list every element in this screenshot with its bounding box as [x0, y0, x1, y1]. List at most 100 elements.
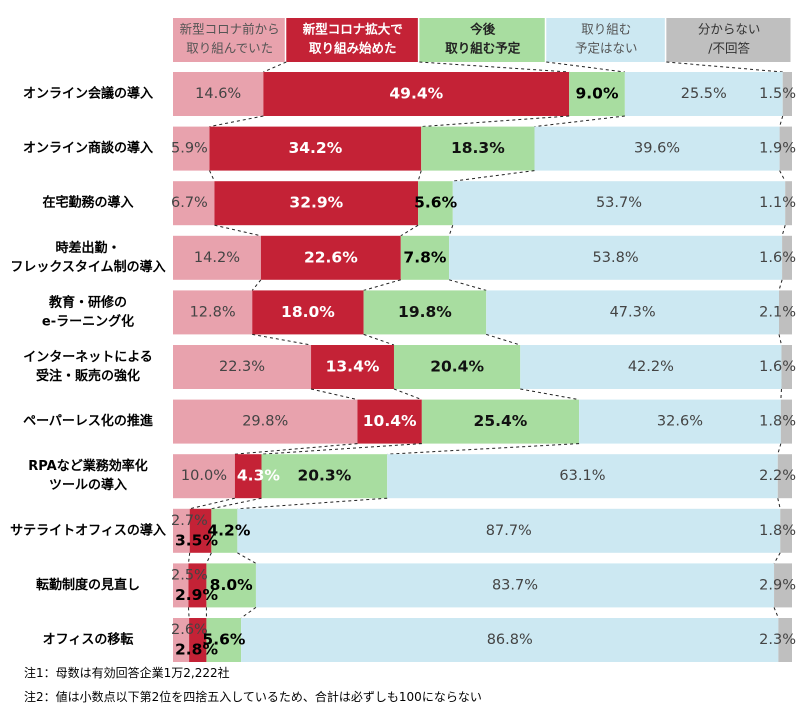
- value-label: 14.6%: [195, 86, 241, 102]
- bar-segment: [520, 345, 782, 389]
- bar-segment: [211, 508, 238, 553]
- bar-segment: [393, 345, 521, 389]
- value-label: 2.3%: [759, 632, 796, 648]
- legend-label-4: 分からない: [698, 22, 761, 37]
- value-label: 2.9%: [759, 577, 796, 593]
- connector-line: [777, 498, 781, 509]
- value-label: 47.3%: [610, 304, 656, 320]
- value-label: 1.8%: [759, 523, 796, 539]
- connector-line: [781, 225, 786, 236]
- value-label: 9.0%: [576, 85, 619, 103]
- category-label: e-ラーニング化: [42, 313, 134, 329]
- bar-segment: [173, 399, 358, 444]
- value-label: 5.6%: [202, 631, 245, 649]
- bar-segment: [173, 454, 235, 499]
- connector-line: [237, 552, 257, 564]
- legend-label-0: 取り組んでいた: [186, 41, 273, 56]
- bar-segment: [188, 563, 207, 608]
- bar-segment: [173, 181, 215, 226]
- legend-box-0: [173, 18, 285, 62]
- connector-line: [773, 552, 781, 564]
- connector-line: [779, 170, 786, 182]
- legend-box-2: [419, 18, 545, 62]
- bar-segment: [237, 508, 781, 553]
- value-label: 18.0%: [281, 303, 335, 321]
- category-label: 教育・研修の: [48, 294, 127, 310]
- legend-label-2: 今後: [469, 22, 496, 37]
- connector-line: [310, 388, 358, 401]
- value-label: 86.8%: [487, 632, 533, 648]
- bar-segment: [782, 72, 792, 116]
- bar-segment: [387, 454, 778, 499]
- bar-segment: [363, 290, 487, 335]
- connector-line: [237, 497, 388, 510]
- note-2: 注2：値は小数点以下第2位を四捨五入しているため、合計は必ずしも100にならない: [24, 690, 482, 704]
- bar-segment: [400, 235, 450, 280]
- connector-line: [486, 333, 521, 346]
- connector-line: [778, 279, 783, 291]
- category-label: 受注・販売の強化: [36, 368, 140, 384]
- connector-line: [251, 279, 262, 291]
- bar-segment: [785, 181, 792, 226]
- value-label: 25.5%: [681, 86, 727, 102]
- connector-line: [779, 115, 784, 127]
- value-label: 25.4%: [474, 412, 528, 430]
- category-label: オフィスの移転: [43, 632, 134, 648]
- value-label: 42.2%: [628, 359, 674, 375]
- bar-segment: [173, 618, 190, 662]
- value-label: 53.7%: [596, 195, 642, 211]
- value-label: 2.9%: [175, 586, 218, 604]
- bar-segment: [311, 345, 394, 389]
- value-label: 32.9%: [289, 194, 343, 212]
- value-label: 5.9%: [171, 141, 208, 157]
- category-label: 転勤制度の見直し: [36, 577, 140, 593]
- value-label: 2.6%: [171, 622, 208, 638]
- value-label: 20.4%: [430, 358, 484, 376]
- bar-segment: [173, 72, 264, 116]
- bar-segment: [173, 345, 312, 389]
- legend-box-4: [666, 18, 791, 62]
- value-label: 18.3%: [451, 139, 505, 157]
- bar-segment: [214, 181, 419, 226]
- category-label: 時差出勤・: [55, 240, 120, 256]
- note-1: 注1：母数は有効回答企業1万2,222社: [24, 666, 230, 680]
- category-label: RPAなど業務効率化: [28, 458, 147, 474]
- value-label: 8.0%: [210, 576, 253, 594]
- value-label: 14.2%: [194, 250, 240, 266]
- connector-line: [421, 115, 570, 128]
- value-label: 3.5%: [175, 531, 218, 549]
- bar-segment: [421, 399, 580, 444]
- connector-line: [211, 497, 262, 510]
- connector-line: [261, 443, 422, 455]
- legend-label-2: 取り組む予定: [445, 41, 521, 56]
- connector-line: [778, 334, 782, 346]
- connector-line: [780, 388, 782, 400]
- bar-segment: [777, 454, 792, 499]
- connector-line: [666, 61, 783, 73]
- value-label: 53.8%: [593, 250, 639, 266]
- bar-segment: [579, 399, 781, 444]
- bar-segment: [780, 508, 792, 553]
- category-label: フレックスタイム制の導入: [10, 259, 165, 275]
- bar-segment: [241, 618, 779, 662]
- bar-segment: [534, 126, 780, 171]
- connector-line: [773, 607, 779, 619]
- connector-line: [214, 224, 262, 237]
- bar-segment: [418, 181, 453, 226]
- value-label: 5.6%: [414, 194, 457, 212]
- category-label: インターネットによる: [23, 350, 153, 365]
- value-label: 4.2%: [207, 521, 250, 539]
- category-label: サテライトオフィスの導入: [10, 522, 166, 538]
- value-label: 13.4%: [326, 358, 380, 376]
- bar-segment: [449, 235, 783, 280]
- legend-label-0: 新型コロナ前から: [180, 22, 280, 37]
- bar-segment: [781, 345, 792, 389]
- value-label: 32.6%: [657, 414, 703, 430]
- legend-label-1: 取り組み始めた: [309, 41, 397, 56]
- bar-segment: [173, 508, 190, 553]
- value-label: 22.3%: [219, 359, 265, 375]
- value-label: 49.4%: [389, 85, 443, 103]
- connector-line: [363, 279, 401, 291]
- value-label: 1.5%: [759, 86, 796, 102]
- bar-segment: [779, 290, 792, 335]
